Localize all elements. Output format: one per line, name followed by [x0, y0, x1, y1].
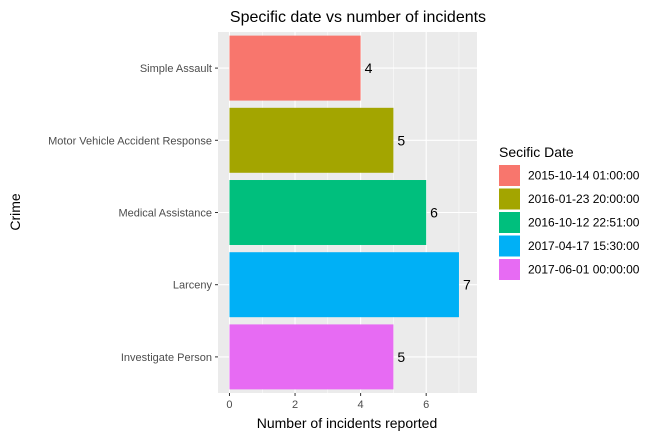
bar [229, 35, 361, 101]
legend-label: 2016-10-12 22:51:00 [528, 216, 640, 230]
data-label: 7 [463, 277, 471, 293]
legend-swatch [499, 165, 520, 186]
legend-swatch [499, 235, 520, 257]
legend-swatch [499, 188, 520, 210]
y-axis-title: Crime [7, 193, 23, 231]
legend-title: Secific Date [499, 144, 574, 160]
data-labels: 4 5 6 7 5 [365, 60, 471, 365]
legend-label: 2016-01-23 20:00:00 [528, 192, 640, 206]
bar [229, 180, 427, 245]
data-label: 5 [397, 132, 405, 148]
legend-swatch [499, 259, 520, 280]
x-tick-label: 0 [226, 399, 232, 411]
legend-label: 2015-10-14 01:00:00 [528, 169, 640, 183]
bar [229, 107, 394, 173]
legend: Secific Date 2015-10-14 01:00:00 2016-01-… [499, 144, 640, 280]
x-axis-ticks: 0 2 4 6 [226, 393, 429, 411]
x-axis-title: Number of incidents reported [257, 415, 438, 431]
x-tick-label: 6 [423, 399, 429, 411]
bars [229, 35, 459, 390]
data-label: 5 [397, 349, 405, 365]
y-tick-label: Motor Vehicle Accident Response [48, 135, 212, 147]
chart-title: Specific date vs number of incidents [230, 9, 486, 26]
y-tick-label: Simple Assault [140, 63, 212, 75]
data-label: 4 [365, 60, 373, 76]
legend-label: 2017-06-01 00:00:00 [528, 263, 640, 277]
legend-label: 2017-04-17 15:30:00 [528, 239, 640, 253]
data-label: 6 [430, 205, 438, 221]
legend-swatch [499, 212, 520, 233]
bar [229, 252, 459, 318]
x-tick-label: 2 [292, 399, 298, 411]
y-tick-label: Medical Assistance [118, 208, 212, 220]
x-tick-label: 4 [358, 399, 364, 411]
y-tick-label: Larceny [173, 280, 213, 292]
y-tick-label: Investigate Person [121, 352, 212, 364]
y-axis-ticks: Simple Assault Motor Vehicle Accident Res… [48, 63, 218, 364]
bar [229, 324, 394, 390]
